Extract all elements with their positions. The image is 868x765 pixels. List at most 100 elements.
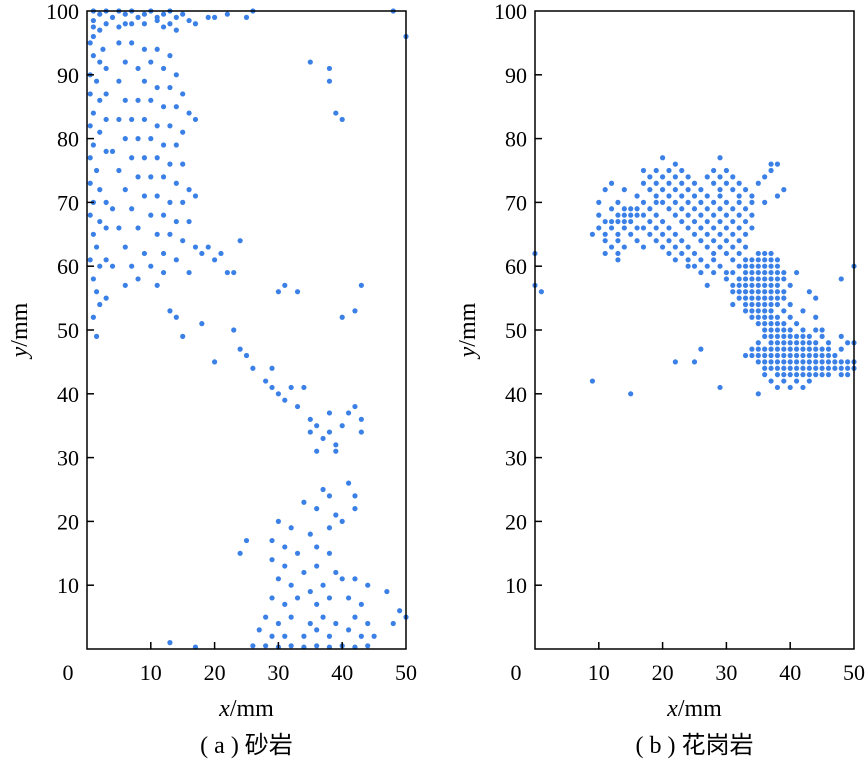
data-point — [167, 231, 173, 237]
data-point — [358, 429, 364, 435]
data-point — [167, 308, 173, 314]
data-point — [167, 84, 173, 91]
data-point — [825, 359, 832, 365]
data-point — [832, 352, 838, 359]
data-point — [282, 544, 288, 550]
data-point — [109, 206, 116, 212]
data-point — [615, 212, 621, 218]
data-point — [781, 378, 787, 384]
data-point — [135, 14, 141, 20]
data-point — [160, 174, 167, 180]
data-point — [314, 448, 320, 454]
data-point — [704, 263, 710, 269]
data-point — [87, 155, 93, 161]
data-point — [838, 346, 844, 352]
data-point — [320, 486, 326, 493]
data-point — [129, 21, 135, 27]
data-point — [819, 359, 825, 365]
y-tick-label: 60 — [57, 254, 79, 279]
data-point — [167, 123, 173, 129]
data-point — [774, 257, 781, 263]
y-tick-label: 20 — [57, 509, 79, 534]
data-point — [339, 576, 345, 582]
data-point — [154, 282, 160, 288]
data-point — [90, 110, 96, 116]
data-point — [116, 40, 122, 46]
data-point — [90, 314, 96, 320]
data-point — [154, 46, 160, 52]
y-tick-label: 50 — [57, 318, 79, 343]
data-point — [704, 206, 710, 212]
data-point — [800, 372, 806, 378]
data-point — [307, 59, 313, 65]
data-point — [774, 289, 781, 295]
data-point — [129, 40, 135, 46]
data-point — [711, 180, 717, 186]
data-point — [787, 327, 793, 333]
data-point — [679, 206, 685, 212]
data-point — [800, 365, 806, 371]
data-point — [87, 123, 93, 129]
data-point — [93, 167, 100, 174]
data-point — [813, 327, 819, 333]
data-point — [774, 269, 781, 276]
data-point — [288, 582, 294, 588]
data-point — [711, 225, 717, 231]
data-point — [243, 537, 250, 544]
data-point — [736, 225, 742, 231]
data-point — [736, 238, 742, 244]
data-point — [224, 269, 230, 276]
data-point — [762, 308, 768, 314]
data-point — [806, 340, 812, 346]
data-point — [749, 346, 755, 352]
data-point — [781, 340, 787, 346]
data-point — [333, 512, 339, 518]
data-point — [589, 231, 596, 237]
data-point — [672, 231, 678, 237]
data-point — [97, 97, 103, 103]
panel-caption: ( a ) 砂岩 — [200, 732, 293, 759]
data-point — [135, 65, 141, 72]
data-point — [825, 340, 832, 346]
data-point — [781, 295, 787, 301]
data-point — [653, 238, 659, 244]
data-point — [129, 206, 135, 212]
data-point — [787, 282, 793, 288]
data-point — [711, 212, 717, 218]
data-point — [339, 423, 345, 429]
data-point — [621, 244, 627, 250]
data-point — [333, 442, 339, 448]
data-point — [186, 218, 192, 225]
data-point — [742, 282, 749, 288]
data-point — [314, 601, 320, 607]
data-point — [294, 550, 301, 556]
data-point — [762, 333, 768, 339]
data-point — [698, 238, 704, 244]
data-point — [326, 65, 333, 72]
data-point — [615, 199, 621, 205]
data-point — [768, 161, 774, 167]
data-point — [825, 346, 832, 352]
data-point — [615, 257, 621, 263]
data-point — [723, 276, 730, 282]
data-point — [742, 269, 749, 276]
data-point — [768, 308, 774, 314]
data-point — [723, 238, 730, 244]
data-point — [333, 110, 339, 116]
data-point — [154, 123, 160, 129]
data-point — [755, 314, 761, 320]
data-point — [813, 372, 819, 378]
data-point — [742, 289, 749, 295]
data-point — [749, 199, 755, 205]
data-point — [615, 250, 621, 257]
data-point — [345, 627, 352, 633]
data-point — [774, 193, 781, 199]
data-point — [333, 569, 339, 576]
data-point — [141, 155, 148, 161]
data-point — [717, 155, 723, 161]
data-point — [192, 244, 199, 250]
data-point — [698, 187, 704, 193]
data-point — [730, 218, 736, 225]
data-point — [793, 378, 800, 384]
data-point — [736, 199, 742, 205]
